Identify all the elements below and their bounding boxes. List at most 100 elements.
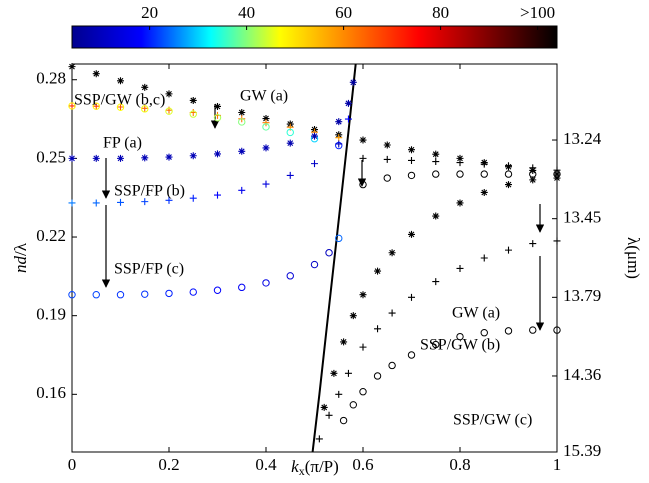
plus-marker [286,171,294,179]
asterisk-marker [383,141,391,149]
asterisk-marker [529,176,537,184]
plus-marker [335,134,343,142]
plus-marker [432,158,440,166]
plus-marker [432,278,440,286]
circle-marker [213,286,222,294]
asterisk-marker [553,174,561,182]
asterisk-marker [214,102,221,110]
y2-tick-label: 13.79 [563,286,601,305]
y2-axis-label: λ(μm) [624,237,643,279]
plus-marker [456,159,464,167]
circle-marker [238,118,246,126]
x-label-part: k [291,457,299,476]
plus-marker [480,254,488,262]
asterisk-marker [505,181,512,189]
x-tick-label: 0 [68,455,77,474]
circle-marker [359,180,367,189]
y-tick-label: 0.25 [36,147,66,166]
annotation: SSP/GW (c) [453,412,532,429]
circle-marker [238,283,246,292]
plus-marker [92,199,100,207]
plus-marker [388,309,396,317]
circle-marker [92,102,100,110]
plus-marker [374,325,382,333]
circle-marker [92,291,100,299]
plus-marker [315,435,323,443]
asterisk-marker [189,152,197,160]
circle-marker [189,110,197,118]
circle-marker [116,291,125,299]
colorbar-tick-label: 80 [432,3,449,22]
plus-marker [325,411,333,419]
circle-marker [286,128,294,137]
x-label-part: x [299,464,305,478]
asterisk-marker [117,77,124,85]
plus-marker [68,199,76,207]
asterisk-marker [374,267,382,275]
circle-marker [165,289,173,298]
circle-marker [432,170,440,178]
asterisk-marker [480,188,488,196]
colorbar-tick-label: 20 [141,3,158,22]
plus-marker [344,369,352,377]
asterisk-marker [262,144,270,152]
circle-marker [456,170,464,178]
asterisk-marker [349,312,357,320]
asterisk-marker [68,154,76,162]
plus-marker [359,343,367,351]
annotation: SSP/FP (b) [114,183,185,200]
plus-marker [359,154,367,162]
colorbar-tick-label: >100 [520,3,555,22]
annotation: FP (a) [103,135,142,152]
circle-marker [504,170,513,178]
asterisk-marker [117,154,124,162]
asterisk-marker [238,147,246,155]
circle-marker [141,105,149,113]
plus-marker [553,166,561,174]
circle-marker [262,123,270,131]
plus-marker [92,102,100,110]
circle-marker [383,174,391,182]
plus-marker [117,103,124,111]
x-tick-label: 0.6 [352,455,373,474]
plus-marker [408,293,415,301]
asterisk-marker [456,154,464,162]
asterisk-marker [165,90,173,98]
plus-marker [238,186,246,194]
circle-marker [407,351,416,359]
y-tick-label: 0.19 [36,305,66,324]
plus-marker [553,237,561,245]
circle-marker [432,340,440,349]
circle-marker [165,107,173,115]
asterisk-marker [320,403,328,411]
annotation: GW (a) [452,305,500,322]
y-label-part: /λ [11,242,30,256]
plus-marker [456,264,464,272]
plus-marker [383,155,391,163]
asterisk-marker [330,369,338,377]
plus-marker [141,198,149,206]
x-axis-label: kx(π/P) [291,457,339,478]
asterisk-marker [165,153,173,161]
y2-tick-label: 13.45 [563,208,601,227]
plus-marker [344,115,352,123]
plus-marker [505,246,512,254]
circle-marker [553,326,561,334]
plot-frame [71,63,558,453]
circle-marker [339,416,348,425]
asterisk-marker [408,146,415,154]
asterisk-marker [92,70,100,78]
asterisk-marker [408,230,415,238]
y-tick-label: 0.16 [36,383,66,402]
plus-marker [68,102,76,110]
x-label-part: (π/P) [305,457,339,476]
circle-marker [286,272,294,280]
colorbar [71,25,558,49]
plus-marker [214,191,221,199]
asterisk-marker [238,109,246,116]
light-line [311,63,357,453]
x-tick-label: 0.4 [255,455,277,474]
circle-marker [335,234,343,243]
annotation: SSP/GW (b) [420,337,500,354]
circle-marker [407,171,416,180]
